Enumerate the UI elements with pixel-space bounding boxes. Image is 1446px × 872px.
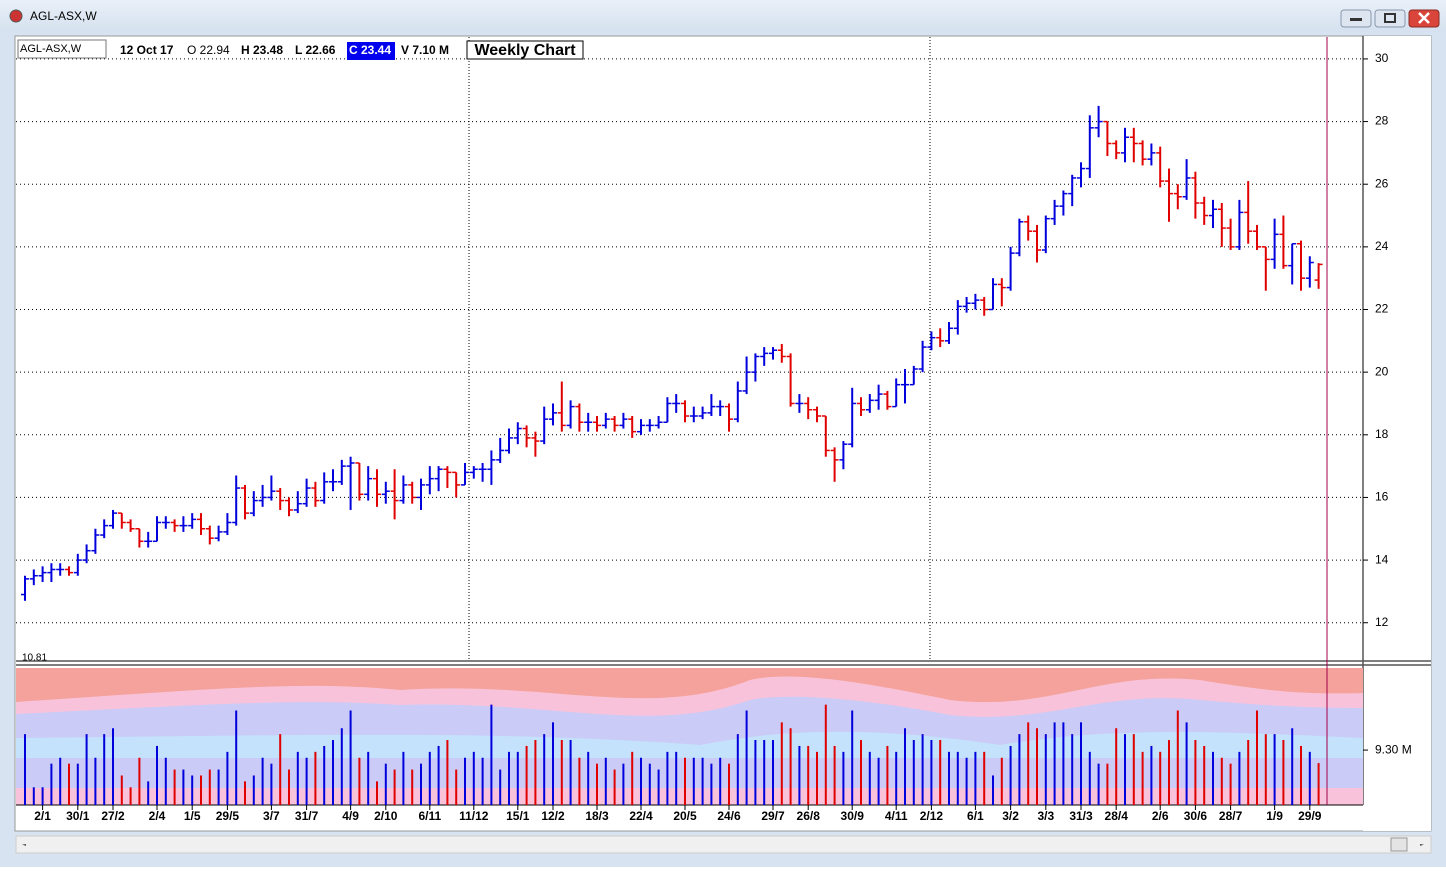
y-tick-label: 30 — [1375, 51, 1389, 65]
x-tick-label: 18/3 — [585, 809, 609, 823]
header-open: O 22.94 — [187, 43, 230, 57]
x-tick-label: 27/2 — [101, 809, 125, 823]
y-min-label: 10.81 — [22, 653, 47, 664]
x-tick-label: 28/4 — [1105, 809, 1129, 823]
x-tick-label: 2/4 — [149, 809, 166, 823]
x-tick-label: 29/9 — [1298, 809, 1322, 823]
x-tick-label: 22/4 — [629, 809, 653, 823]
close-highlight — [347, 42, 395, 60]
header-volume: V 7.10 M — [401, 43, 449, 57]
app-icon — [9, 9, 23, 23]
chart-label: Weekly Chart — [474, 42, 576, 59]
header-high: H 23.48 — [241, 43, 283, 57]
scrollbar[interactable] — [15, 835, 1432, 854]
x-tick-label: 31/7 — [295, 809, 319, 823]
chart-label-box — [466, 40, 584, 60]
y-tick-label: 24 — [1375, 239, 1389, 253]
x-tick-label: 31/3 — [1069, 809, 1093, 823]
x-tick-label: 11/12 — [459, 809, 489, 823]
minimize-glyph — [1350, 18, 1362, 21]
x-tick-label: 3/7 — [263, 809, 280, 823]
x-tick-label: 3/2 — [1002, 809, 1019, 823]
header-date: 12 Oct 17 — [120, 43, 174, 57]
y-tick-label: 26 — [1375, 176, 1389, 190]
x-tick-label: 30/9 — [841, 809, 865, 823]
x-tick-label: 6/11 — [418, 809, 441, 823]
x-tick-label: 29/5 — [216, 809, 240, 823]
x-tick-label: 2/10 — [374, 809, 398, 823]
maximize-button[interactable] — [1374, 9, 1406, 28]
x-tick-label: 30/6 — [1184, 809, 1208, 823]
y-tick-label: 28 — [1375, 114, 1389, 128]
x-tick-label: 3/3 — [1037, 809, 1054, 823]
y-tick-label: 20 — [1375, 364, 1389, 378]
y-tick-label: 12 — [1375, 615, 1389, 629]
x-tick-label: 6/1 — [967, 809, 984, 823]
band — [16, 758, 1363, 788]
x-tick-label: 2/6 — [1152, 809, 1169, 823]
x-tick-label: 28/7 — [1219, 809, 1243, 823]
band — [16, 788, 1363, 805]
y-tick-label: 16 — [1375, 490, 1389, 504]
x-tick-label: 1/5 — [184, 809, 201, 823]
v-tick-label: 9.30 M — [1375, 742, 1412, 756]
maximize-glyph — [1384, 13, 1396, 23]
x-tick-label: 1/9 — [1266, 809, 1283, 823]
header-close: C 23.44 — [349, 43, 391, 57]
x-tick-label: 2/1 — [34, 809, 51, 823]
volume-bands — [16, 668, 1363, 805]
x-tick-label: 30/1 — [66, 809, 90, 823]
y-tick-label: 14 — [1375, 552, 1389, 566]
close-glyph — [1418, 12, 1430, 24]
window-title: AGL-ASX,W — [30, 9, 97, 23]
scroll-thumb[interactable] — [1390, 837, 1408, 852]
price-axis — [1363, 36, 1431, 831]
header-low: L 22.66 — [295, 43, 336, 57]
symbol-box[interactable] — [17, 39, 107, 59]
y-tick-label: 18 — [1375, 427, 1389, 441]
x-tick-label: 15/1 — [506, 809, 530, 823]
x-tick-label: 20/5 — [673, 809, 697, 823]
x-tick-label: 26/8 — [797, 809, 821, 823]
scroll-right[interactable] — [1420, 844, 1424, 846]
x-tick-label: 2/12 — [920, 809, 944, 823]
x-tick-label: 12/2 — [541, 809, 565, 823]
symbol: AGL-ASX,W — [20, 43, 82, 55]
x-tick-label: 4/11 — [885, 809, 908, 823]
x-tick-label: 24/6 — [717, 809, 741, 823]
marks: 12 14 16 18 20 22 24 26 28 30 10.81 9.30 M 2/1 30/1 27… — [16, 51, 1412, 823]
title-bar — [0, 0, 1446, 32]
x-tick-label: 4/9 — [342, 809, 359, 823]
scroll-left[interactable] — [22, 844, 26, 846]
y-tick-label: 22 — [1375, 302, 1389, 316]
x-tick-label: 29/7 — [761, 809, 785, 823]
